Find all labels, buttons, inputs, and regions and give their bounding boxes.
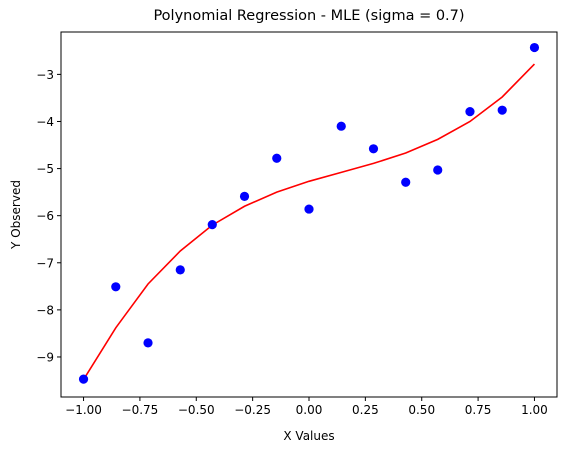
y-axis: −9 −8 −7 −6 −5 −4 −3	[36, 68, 61, 364]
x-tick-label: −0.50	[178, 403, 215, 417]
fit-line-layer	[82, 63, 536, 380]
data-point	[304, 204, 314, 214]
data-point	[336, 121, 346, 131]
data-point	[529, 42, 540, 53]
x-axis: −1.00 −0.75 −0.50 −0.25 0.00 0.25 0.50 0.75 1.00	[65, 397, 548, 417]
x-tick-label: −1.00	[65, 403, 102, 417]
chart-title: Polynomial Regression - MLE (sigma = 0.7…	[153, 8, 464, 24]
scatter-points	[78, 42, 540, 384]
y-tick-label: −3	[36, 68, 54, 82]
fit-line	[82, 63, 536, 380]
y-tick-label: −4	[36, 115, 54, 129]
y-tick-label: −7	[36, 256, 54, 270]
x-tick-label: 1.00	[521, 403, 548, 417]
data-point	[401, 177, 411, 187]
x-tick-label: −0.25	[234, 403, 271, 417]
data-point	[78, 374, 89, 384]
plot-frame	[60, 31, 558, 398]
data-point	[465, 106, 475, 117]
data-point	[368, 144, 379, 154]
x-tick-label: 0.50	[408, 403, 435, 417]
x-axis-label: X Values	[283, 429, 334, 443]
x-tick-label: 0.25	[352, 403, 379, 417]
data-point	[239, 191, 250, 201]
data-point	[175, 265, 185, 275]
data-point	[111, 282, 121, 292]
x-tick-label: 0.75	[465, 403, 492, 417]
y-tick-label: −8	[36, 303, 54, 317]
data-point	[272, 153, 282, 163]
x-tick-label: −0.75	[122, 403, 159, 417]
y-axis-label: Y Observed	[9, 180, 23, 250]
data-point	[143, 338, 153, 348]
data-point	[497, 105, 507, 115]
x-tick-label: 0.00	[296, 403, 323, 417]
data-point	[433, 165, 443, 175]
y-tick-label: −6	[36, 209, 54, 223]
y-tick-label: −9	[36, 350, 54, 364]
data-point	[207, 220, 217, 230]
y-tick-label: −5	[36, 162, 54, 176]
